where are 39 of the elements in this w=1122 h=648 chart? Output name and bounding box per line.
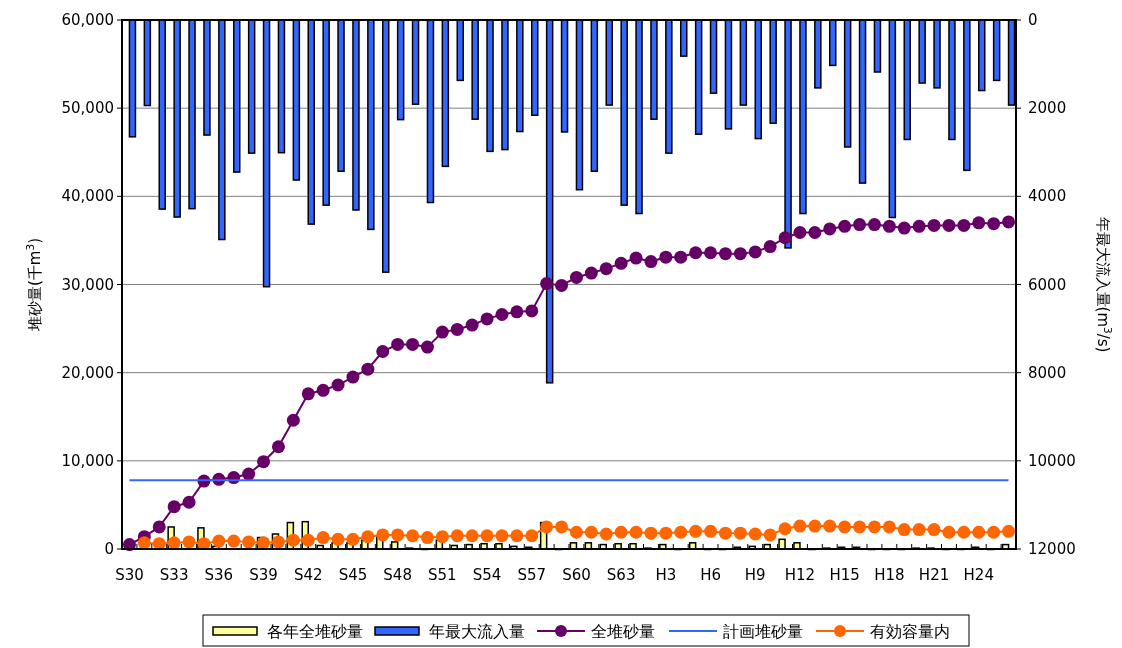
x-tick-label: H21 (918, 566, 950, 584)
x-tick-label: H18 (874, 566, 905, 584)
legend-label: 全堆砂量 (591, 622, 655, 641)
x-tick-label: H6 (700, 566, 721, 584)
legend-label: 計画堆砂量 (723, 622, 803, 641)
x-tick-label: S36 (204, 566, 234, 584)
y2-tick-label: 10000 (1028, 451, 1076, 470)
x-tick-label: H24 (963, 566, 994, 584)
x-tick-label: H9 (744, 566, 766, 584)
y2-tick-label: 8000 (1028, 363, 1067, 382)
y2-tick-label: 12000 (1028, 540, 1076, 558)
x-tick-label: S51 (428, 566, 457, 584)
y-tick-label: 10,000 (61, 451, 114, 470)
x-tick-label: S42 (293, 566, 323, 584)
y-tick-label: 30,000 (61, 275, 114, 294)
legend-label: 有効容量内 (870, 622, 950, 641)
x-tick-label: S54 (472, 566, 502, 584)
x-tick-label: S30 (115, 566, 144, 584)
legend-label: 各年全堆砂量 (267, 622, 363, 641)
x-tick-label: S39 (249, 566, 278, 584)
x-tick-label: H12 (784, 566, 816, 584)
x-tick-label: S45 (338, 566, 368, 584)
x-tick-label: S33 (159, 566, 189, 584)
y-tick-label: 50,000 (61, 99, 114, 118)
x-tick-label: H3 (655, 566, 677, 584)
x-tick-label: H15 (829, 566, 860, 584)
x-tick-label: S57 (517, 566, 547, 584)
y2-tick-label: 6000 (1028, 275, 1067, 294)
y2-tick-label: 4000 (1028, 187, 1067, 206)
x-tick-label: S48 (383, 566, 412, 584)
y-tick-label: 60,000 (61, 11, 114, 29)
y-tick-label: 20,000 (61, 363, 114, 382)
y-tick-label: 0 (104, 540, 114, 558)
x-tick-label: S60 (562, 566, 591, 584)
y-tick-label: 40,000 (61, 187, 114, 206)
y2-tick-label: 2000 (1028, 99, 1067, 118)
x-tick-label: S63 (606, 566, 636, 584)
legend-label: 年最大流入量 (429, 622, 525, 641)
y2-tick-label: 0 (1028, 11, 1038, 29)
